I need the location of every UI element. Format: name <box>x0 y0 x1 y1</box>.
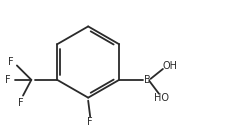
Text: B: B <box>144 75 150 85</box>
Text: F: F <box>5 75 10 85</box>
Text: F: F <box>8 57 13 67</box>
Text: F: F <box>87 117 93 127</box>
Text: OH: OH <box>163 62 178 72</box>
Text: F: F <box>18 98 23 108</box>
Text: HO: HO <box>154 93 169 103</box>
